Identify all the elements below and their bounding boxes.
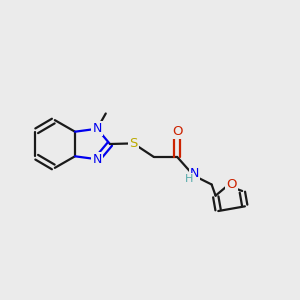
- Text: S: S: [129, 137, 137, 150]
- Text: N: N: [190, 167, 199, 180]
- Text: H: H: [184, 174, 193, 184]
- Text: N: N: [92, 153, 102, 167]
- Text: N: N: [92, 122, 102, 135]
- Text: O: O: [172, 125, 182, 138]
- Text: O: O: [226, 178, 237, 190]
